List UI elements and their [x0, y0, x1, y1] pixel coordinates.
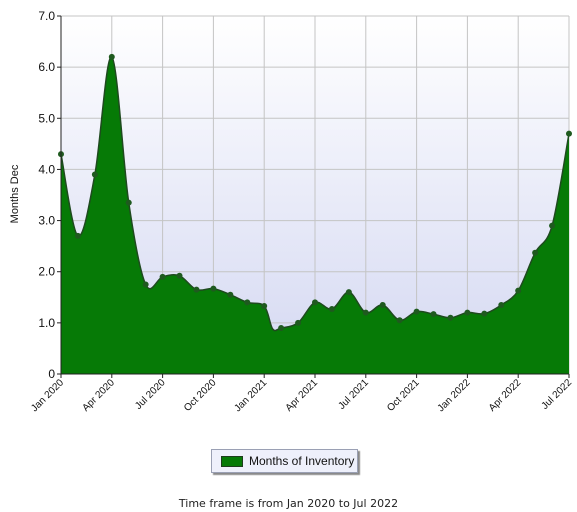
x-tick-label-9: Apr 2022 — [487, 377, 524, 414]
data-point-22 — [430, 311, 437, 318]
x-tick-label-3: Oct 2020 — [182, 377, 219, 414]
data-point-5 — [142, 281, 149, 288]
data-point-16 — [328, 306, 335, 313]
y-tick-labels: 0 1.0 2.0 3.0 4.0 5.0 6.0 7.0 — [38, 9, 55, 381]
y-tick-label-1: 1.0 — [38, 316, 55, 330]
y-tick-label-0: 0 — [48, 367, 55, 381]
time-frame-caption: Time frame is from Jan 2020 to Jul 2022 — [178, 497, 399, 510]
data-point-7 — [176, 272, 183, 279]
data-point-6 — [159, 273, 166, 280]
x-tick-label-7: Oct 2021 — [385, 377, 422, 414]
data-point-25 — [481, 310, 488, 317]
data-point-4 — [125, 199, 132, 206]
y-tick-label-7: 7.0 — [38, 9, 55, 23]
x-tick-label-10: Jul 2022 — [540, 377, 575, 412]
data-point-28 — [532, 249, 539, 256]
data-point-27 — [515, 287, 522, 294]
data-point-2 — [91, 171, 98, 178]
data-point-12 — [261, 302, 268, 309]
data-point-23 — [447, 314, 454, 321]
series-area-months-of-inventory — [61, 56, 569, 374]
y-tick-label-4: 4.0 — [38, 162, 55, 176]
data-point-26 — [498, 301, 505, 308]
x-tick-label-4: Jan 2021 — [232, 377, 269, 414]
x-tick-label-2: Jul 2020 — [133, 377, 168, 412]
x-tick-label-1: Apr 2020 — [80, 377, 117, 414]
legend-swatch — [221, 455, 243, 467]
axes — [57, 15, 570, 378]
data-point-15 — [312, 299, 318, 306]
data-markers — [58, 53, 572, 331]
data-point-20 — [396, 317, 403, 324]
x-tick-label-0: Jan 2020 — [29, 377, 66, 414]
x-tick-label-5: Apr 2021 — [284, 377, 321, 414]
y-tick-label-3: 3.0 — [38, 214, 55, 228]
data-point-19 — [379, 301, 386, 308]
data-point-3 — [108, 53, 115, 60]
data-point-18 — [362, 309, 369, 316]
data-point-1 — [74, 232, 81, 239]
x-tick-label-6: Jul 2021 — [336, 377, 371, 412]
legend-label: Months of Inventory — [249, 454, 355, 468]
data-point-10 — [227, 291, 234, 298]
data-point-29 — [549, 222, 556, 229]
y-tick-label-6: 6.0 — [38, 60, 55, 74]
data-point-13 — [278, 324, 285, 331]
x-tick-label-8: Jan 2022 — [436, 377, 473, 414]
data-point-30 — [566, 130, 572, 137]
legend: Months of Inventory — [211, 449, 358, 473]
y-tick-label-2: 2.0 — [38, 265, 55, 279]
y-axis-label: Months Dec — [9, 164, 21, 223]
y-tick-label-5: 5.0 — [38, 111, 55, 125]
data-point-24 — [464, 309, 471, 316]
x-tick-labels: Jan 2020 Apr 2020 Jul 2020 Oct 2020 Jan 2021… — [29, 377, 574, 414]
data-point-11 — [244, 299, 251, 306]
data-point-17 — [345, 289, 352, 296]
data-point-14 — [295, 319, 302, 326]
data-point-8 — [193, 286, 200, 293]
data-point-21 — [413, 308, 420, 315]
data-point-9 — [210, 285, 217, 292]
